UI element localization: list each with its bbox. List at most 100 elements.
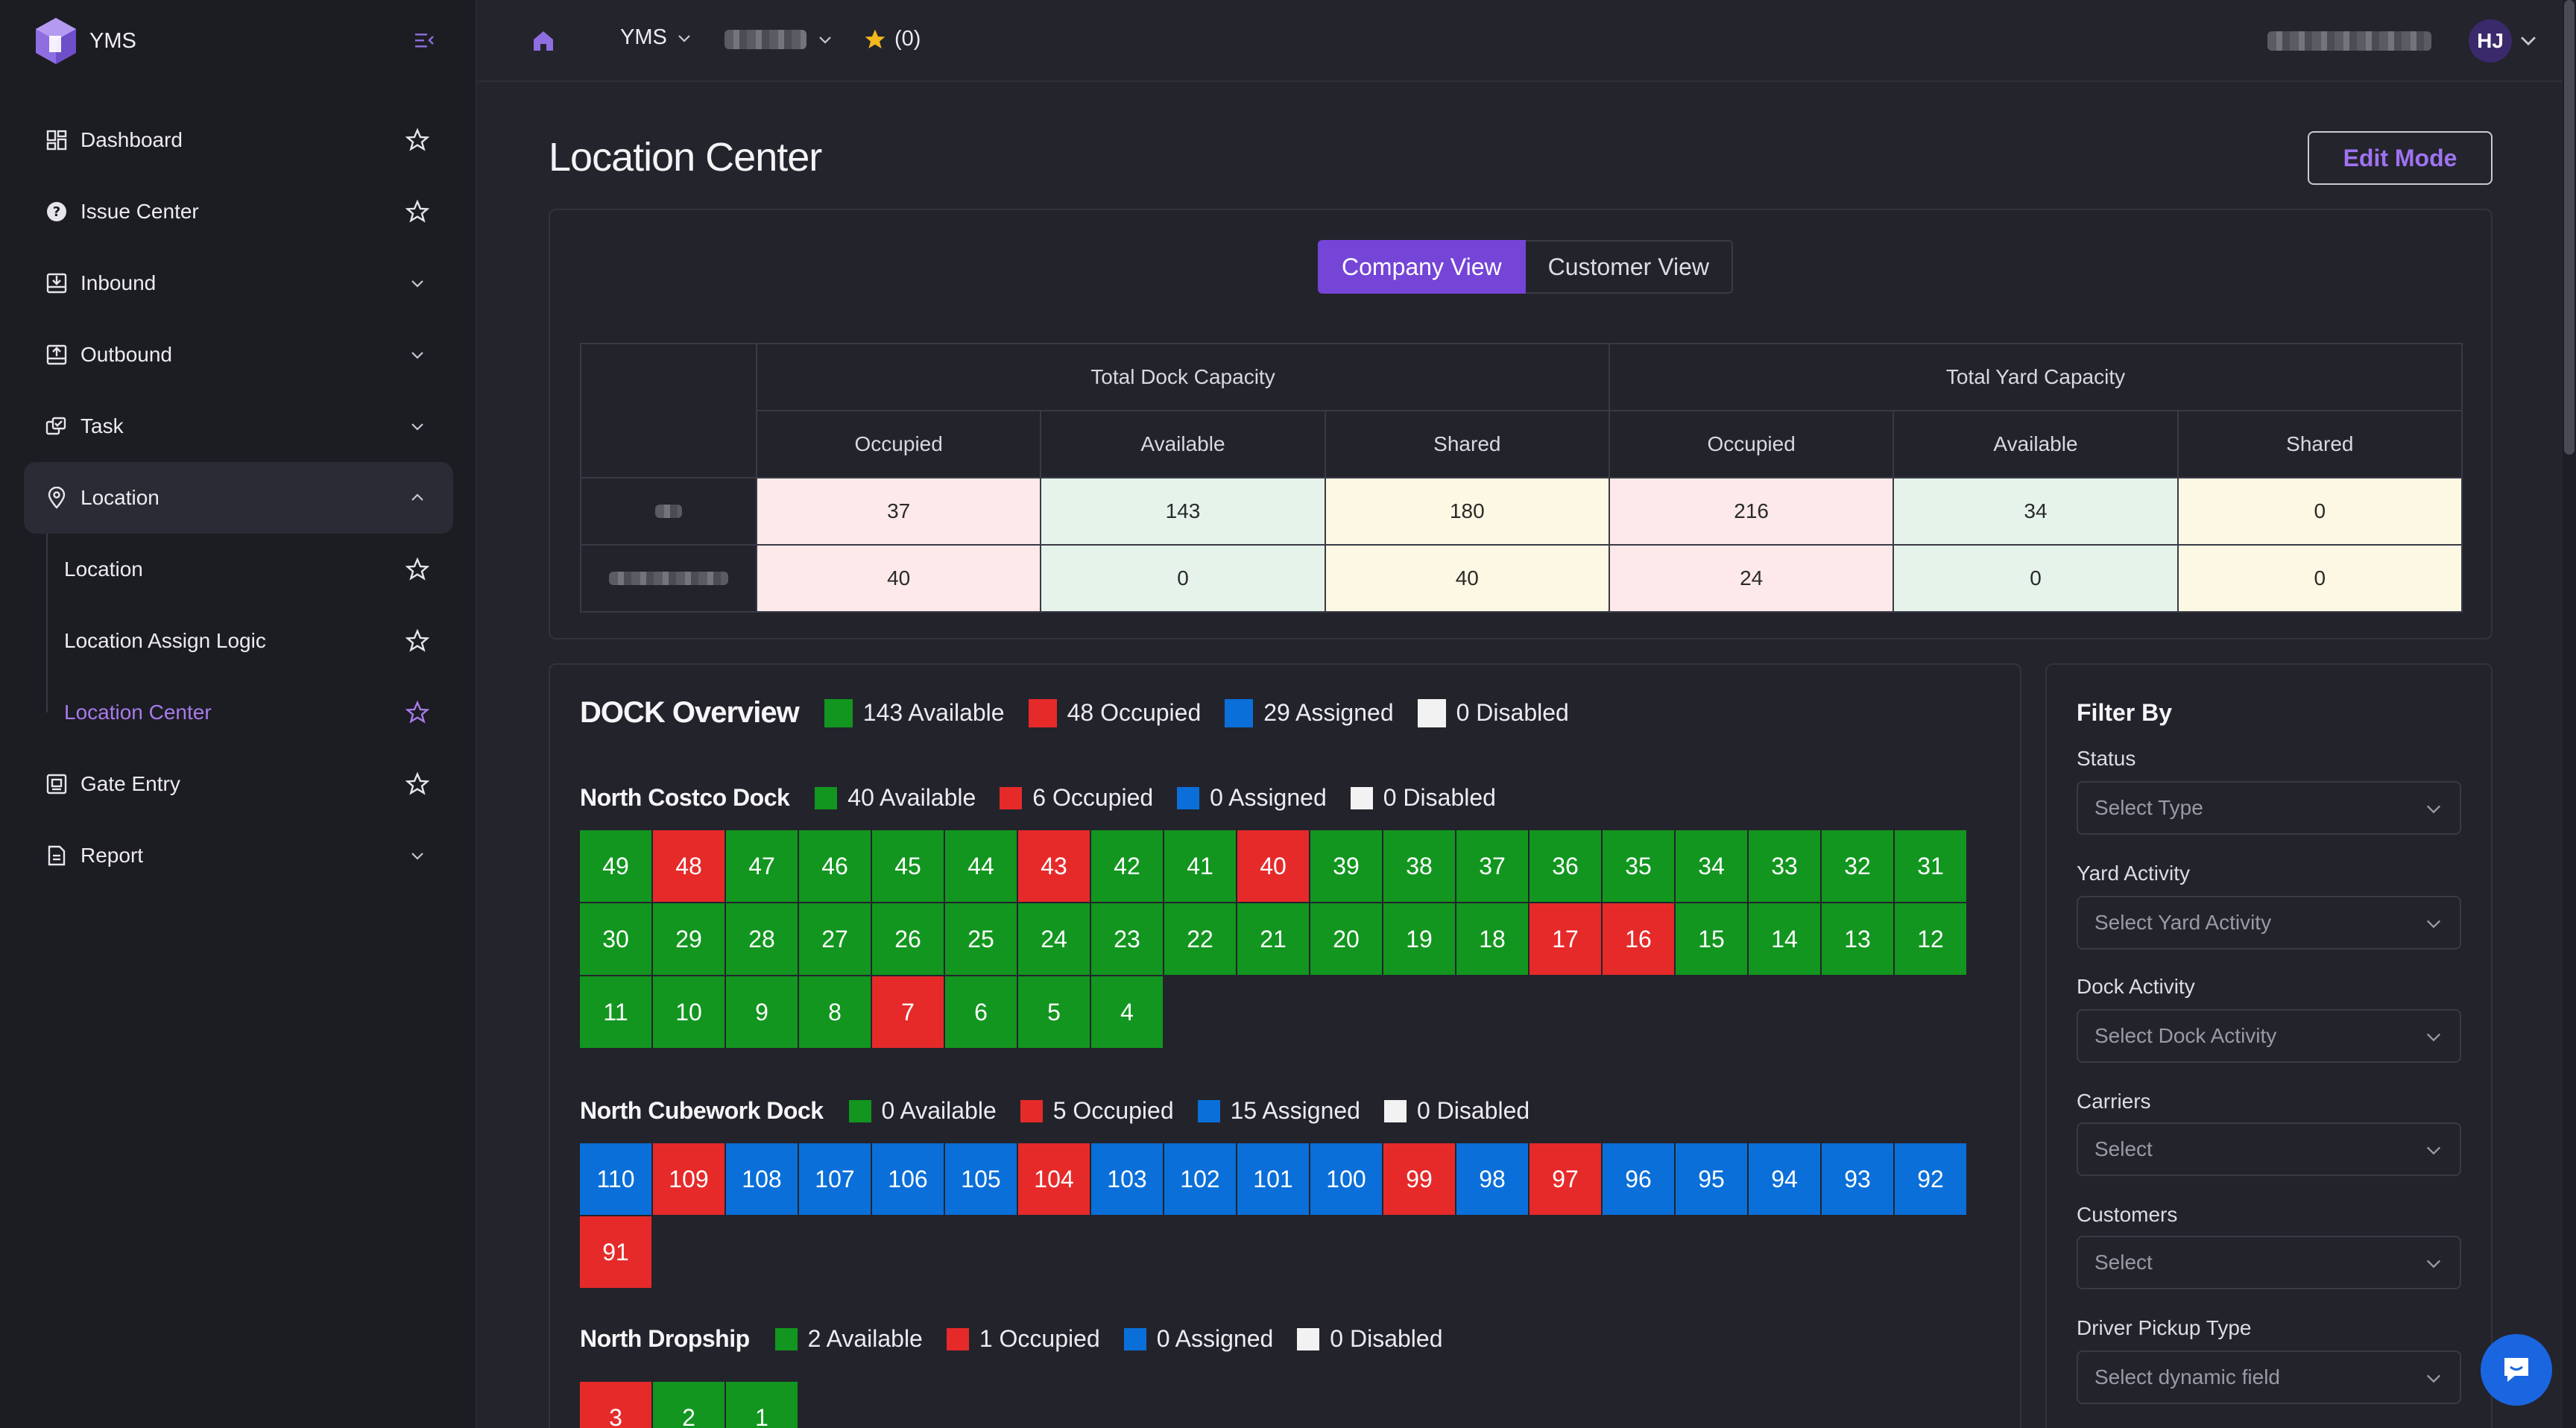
- dock-door-cell[interactable]: 44: [945, 830, 1018, 902]
- favorites-button[interactable]: (0): [863, 27, 921, 51]
- sidebar-item-gate-entry[interactable]: Gate Entry: [24, 748, 453, 820]
- sidebar-item-dashboard[interactable]: Dashboard: [24, 104, 453, 176]
- dock-door-cell[interactable]: 28: [726, 903, 799, 975]
- sidebar-item-outbound[interactable]: Outbound: [24, 319, 453, 391]
- dock-door-cell[interactable]: 38: [1383, 830, 1456, 902]
- dock-door-cell[interactable]: 11: [580, 976, 653, 1048]
- dock-door-cell[interactable]: 104: [1018, 1143, 1091, 1215]
- dock-door-cell[interactable]: 24: [1018, 903, 1091, 975]
- dock-door-cell[interactable]: 1: [726, 1382, 799, 1428]
- dock-door-cell[interactable]: 47: [726, 830, 799, 902]
- brand[interactable]: YMS: [33, 16, 136, 66]
- dock-door-cell[interactable]: 20: [1310, 903, 1383, 975]
- dock-door-cell[interactable]: 8: [799, 976, 872, 1048]
- dock-door-cell[interactable]: 39: [1310, 830, 1383, 902]
- dock-door-cell[interactable]: 49: [580, 830, 653, 902]
- dock-door-cell[interactable]: 16: [1603, 903, 1676, 975]
- dock-door-cell[interactable]: 18: [1456, 903, 1530, 975]
- dock-door-cell[interactable]: 10: [653, 976, 726, 1048]
- dock-door-cell[interactable]: 102: [1164, 1143, 1237, 1215]
- dock-door-cell[interactable]: 30: [580, 903, 653, 975]
- dock-door-cell[interactable]: 37: [1456, 830, 1530, 902]
- scrollbar-thumb[interactable]: [2564, 0, 2575, 455]
- dock-door-cell[interactable]: 100: [1310, 1143, 1383, 1215]
- sidebar-item-inbound[interactable]: Inbound: [24, 247, 453, 319]
- dock-door-cell[interactable]: 97: [1530, 1143, 1603, 1215]
- dock-door-cell[interactable]: 26: [872, 903, 945, 975]
- dock-door-cell[interactable]: 4: [1091, 976, 1164, 1048]
- star-icon[interactable]: [404, 127, 431, 154]
- dock-door-cell[interactable]: 2: [653, 1382, 726, 1428]
- dock-door-cell[interactable]: 22: [1164, 903, 1237, 975]
- dock-door-cell[interactable]: 40: [1237, 830, 1310, 902]
- dock-door-cell[interactable]: 94: [1749, 1143, 1822, 1215]
- dock-activity-select[interactable]: Select Dock Activity: [2077, 1009, 2461, 1063]
- star-icon[interactable]: [404, 628, 431, 654]
- driver-pickup-type-select[interactable]: Select dynamic field: [2077, 1350, 2461, 1404]
- dock-door-cell[interactable]: 32: [1822, 830, 1895, 902]
- avatar[interactable]: HJ: [2469, 19, 2512, 63]
- sidebar-item-report[interactable]: Report: [24, 820, 453, 891]
- page-scrollbar[interactable]: [2563, 0, 2576, 1428]
- chat-support-button[interactable]: [2481, 1334, 2552, 1406]
- dock-door-cell[interactable]: 105: [945, 1143, 1018, 1215]
- dock-door-cell[interactable]: 95: [1676, 1143, 1749, 1215]
- chevron-down-icon[interactable]: [2518, 30, 2539, 51]
- collapse-sidebar-button[interactable]: [411, 27, 438, 54]
- facility-select[interactable]: [724, 30, 833, 49]
- sidebar-item-issue-center[interactable]: ? Issue Center: [24, 176, 453, 247]
- app-select[interactable]: YMS: [620, 25, 692, 50]
- dock-door-cell[interactable]: 12: [1895, 903, 1968, 975]
- yard-activity-select[interactable]: Select Yard Activity: [2077, 896, 2461, 950]
- dock-door-cell[interactable]: 107: [799, 1143, 872, 1215]
- edit-mode-button[interactable]: Edit Mode: [2308, 131, 2493, 185]
- dock-door-cell[interactable]: 93: [1822, 1143, 1895, 1215]
- dock-door-cell[interactable]: 101: [1237, 1143, 1310, 1215]
- dock-door-cell[interactable]: 25: [945, 903, 1018, 975]
- dock-door-cell[interactable]: 21: [1237, 903, 1310, 975]
- sidebar-subitem-location-center[interactable]: Location Center: [42, 677, 453, 748]
- dock-door-cell[interactable]: 46: [799, 830, 872, 902]
- dock-door-cell[interactable]: 92: [1895, 1143, 1968, 1215]
- dock-door-cell[interactable]: 34: [1676, 830, 1749, 902]
- company-view-tab[interactable]: Company View: [1318, 240, 1526, 294]
- dock-door-cell[interactable]: 29: [653, 903, 726, 975]
- dock-door-cell[interactable]: 5: [1018, 976, 1091, 1048]
- dock-door-cell[interactable]: 13: [1822, 903, 1895, 975]
- customer-view-tab[interactable]: Customer View: [1525, 240, 1733, 294]
- customers-select[interactable]: Select: [2077, 1236, 2461, 1289]
- dock-door-cell[interactable]: 33: [1749, 830, 1822, 902]
- dock-door-cell[interactable]: 27: [799, 903, 872, 975]
- home-icon[interactable]: [531, 28, 556, 54]
- dock-door-cell[interactable]: 91: [580, 1216, 653, 1288]
- sidebar-item-task[interactable]: Task: [24, 391, 453, 462]
- dock-door-cell[interactable]: 6: [945, 976, 1018, 1048]
- dock-door-cell[interactable]: 106: [872, 1143, 945, 1215]
- dock-door-cell[interactable]: 96: [1603, 1143, 1676, 1215]
- dock-door-cell[interactable]: 35: [1603, 830, 1676, 902]
- dock-door-cell[interactable]: 41: [1164, 830, 1237, 902]
- sidebar-subitem-location-assign-logic[interactable]: Location Assign Logic: [42, 605, 453, 677]
- dock-door-cell[interactable]: 17: [1530, 903, 1603, 975]
- dock-door-cell[interactable]: 9: [726, 976, 799, 1048]
- carriers-select[interactable]: Select: [2077, 1122, 2461, 1176]
- dock-door-cell[interactable]: 103: [1091, 1143, 1164, 1215]
- status-select[interactable]: Select Type: [2077, 781, 2461, 835]
- dock-door-cell[interactable]: 45: [872, 830, 945, 902]
- dock-door-cell[interactable]: 48: [653, 830, 726, 902]
- dock-door-cell[interactable]: 109: [653, 1143, 726, 1215]
- dock-door-cell[interactable]: 3: [580, 1382, 653, 1428]
- dock-door-cell[interactable]: 31: [1895, 830, 1968, 902]
- star-icon[interactable]: [404, 771, 431, 797]
- sidebar-item-location[interactable]: Location: [24, 462, 453, 534]
- star-icon[interactable]: [404, 198, 431, 225]
- star-icon[interactable]: [404, 556, 431, 583]
- dock-door-cell[interactable]: 43: [1018, 830, 1091, 902]
- dock-door-cell[interactable]: 98: [1456, 1143, 1530, 1215]
- dock-door-cell[interactable]: 19: [1383, 903, 1456, 975]
- dock-door-cell[interactable]: 14: [1749, 903, 1822, 975]
- dock-door-cell[interactable]: 15: [1676, 903, 1749, 975]
- star-icon[interactable]: [404, 699, 431, 726]
- dock-door-cell[interactable]: 99: [1383, 1143, 1456, 1215]
- dock-door-cell[interactable]: 36: [1530, 830, 1603, 902]
